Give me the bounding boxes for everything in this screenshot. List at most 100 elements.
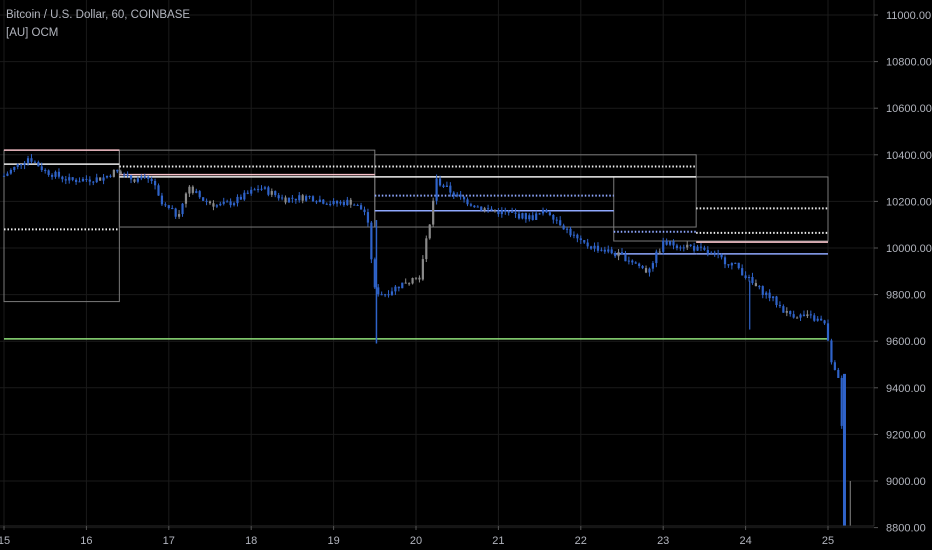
candle-body xyxy=(147,176,150,179)
candle-body xyxy=(37,162,40,167)
candle-body xyxy=(119,171,122,175)
candle-body xyxy=(164,204,167,206)
candle xyxy=(655,249,658,268)
candle-body xyxy=(720,254,723,258)
candle-body xyxy=(380,294,383,296)
candle xyxy=(641,265,644,270)
candle-body xyxy=(713,252,716,254)
candle xyxy=(147,175,150,183)
candle xyxy=(171,205,174,210)
candle-body xyxy=(68,177,71,181)
candle-body xyxy=(270,191,273,195)
candle-body xyxy=(397,286,400,289)
candle xyxy=(61,175,64,183)
candle-body xyxy=(693,245,696,251)
candle xyxy=(603,246,606,254)
candle xyxy=(30,154,33,164)
candle xyxy=(260,185,263,191)
candle-body xyxy=(490,208,493,211)
candle-body xyxy=(287,197,291,203)
candle-body xyxy=(284,197,287,203)
candle xyxy=(545,208,548,213)
candle-body xyxy=(150,178,153,181)
candle xyxy=(569,226,572,238)
candle-body xyxy=(734,262,737,264)
candle-body xyxy=(741,268,744,276)
candle-body xyxy=(504,210,507,212)
candle-body xyxy=(579,238,582,241)
candle-body xyxy=(26,158,30,163)
candle-body xyxy=(754,283,757,287)
candle-body xyxy=(435,178,438,201)
candle-body xyxy=(281,197,284,199)
candle xyxy=(102,173,105,185)
candle-body xyxy=(758,286,761,288)
candle xyxy=(438,175,442,187)
candle-body xyxy=(421,259,424,280)
candle-body xyxy=(123,174,126,176)
candle xyxy=(765,291,768,299)
candle-body xyxy=(219,203,222,206)
candle-body xyxy=(191,186,194,193)
candle xyxy=(54,170,57,179)
candle xyxy=(593,242,596,252)
candle-body xyxy=(33,161,36,163)
candle-body xyxy=(620,252,624,255)
candle xyxy=(191,185,194,195)
candle-body xyxy=(511,211,514,213)
candle xyxy=(232,201,236,207)
candle xyxy=(229,198,232,208)
symbol-title[interactable]: Bitcoin / U.S. Dollar, 60, COINBASE xyxy=(6,9,191,21)
candle-body xyxy=(730,263,733,266)
candle xyxy=(311,195,315,202)
candle-body xyxy=(802,314,806,317)
candle-body xyxy=(16,164,19,167)
candle-body xyxy=(171,208,174,210)
candle-body xyxy=(418,277,421,280)
candle-body xyxy=(548,212,551,216)
candle xyxy=(596,242,600,253)
candle-body xyxy=(174,208,177,217)
candle-body xyxy=(576,234,579,239)
candle-body xyxy=(414,277,418,279)
range-box xyxy=(613,176,829,242)
candle xyxy=(263,185,267,190)
candle xyxy=(342,199,345,207)
range-box xyxy=(374,154,697,228)
candle-body xyxy=(538,213,541,215)
time-axis[interactable]: 15 16 17 18 19 20 21 22 23 24 25 xyxy=(0,526,834,547)
candle xyxy=(366,208,370,227)
candle xyxy=(394,285,397,295)
candle-body xyxy=(452,192,455,197)
candle-body xyxy=(761,286,764,295)
candle-body xyxy=(469,204,473,206)
candle-body xyxy=(373,259,376,288)
candle xyxy=(528,213,531,222)
candle-body xyxy=(109,175,112,177)
indicator-label[interactable]: [AU] OCM xyxy=(6,27,59,39)
price-tick-label: 9400.00 xyxy=(886,383,926,395)
candle xyxy=(167,204,170,210)
candle xyxy=(363,206,366,216)
candle-body xyxy=(394,286,397,292)
time-tick-label: 23 xyxy=(657,535,669,547)
candle-body xyxy=(250,189,253,194)
candle-body xyxy=(246,192,249,194)
candle xyxy=(442,183,445,189)
candle xyxy=(270,188,273,198)
candle-body xyxy=(682,247,685,249)
candle-body xyxy=(823,320,826,324)
candle-body xyxy=(81,178,85,182)
candle xyxy=(205,198,208,206)
candle xyxy=(20,164,23,170)
candle-body xyxy=(387,294,390,296)
candle-body xyxy=(782,306,785,313)
candle xyxy=(837,367,840,379)
candle-body xyxy=(614,253,617,257)
price-axis[interactable]: 11000.00 10800.00 10600.00 10400.00 10200.00… xyxy=(874,10,932,535)
candle-body xyxy=(305,196,308,201)
candle xyxy=(497,207,500,217)
candle-body xyxy=(95,177,98,183)
